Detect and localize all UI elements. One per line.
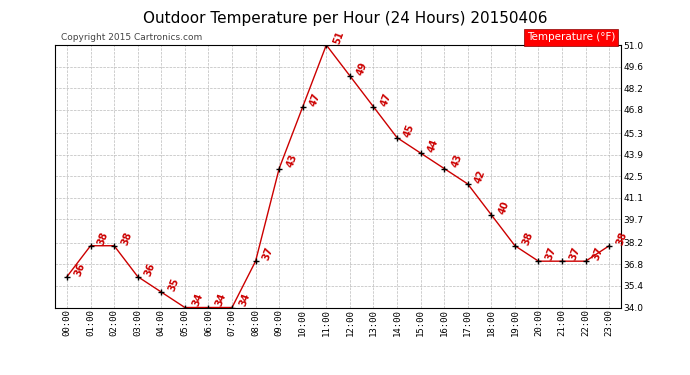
Text: 36: 36 bbox=[144, 261, 157, 277]
Text: 51: 51 bbox=[332, 30, 346, 46]
Text: 36: 36 bbox=[72, 261, 86, 277]
Text: 49: 49 bbox=[355, 60, 369, 76]
Text: 38: 38 bbox=[615, 230, 629, 246]
Text: 37: 37 bbox=[261, 246, 275, 262]
Text: 34: 34 bbox=[237, 292, 252, 308]
Text: Temperature (°F): Temperature (°F) bbox=[527, 32, 615, 42]
Text: 38: 38 bbox=[520, 230, 535, 246]
Text: 40: 40 bbox=[497, 200, 511, 216]
Text: 37: 37 bbox=[591, 246, 605, 262]
Text: 34: 34 bbox=[214, 292, 228, 308]
Text: 38: 38 bbox=[119, 230, 134, 246]
Text: 47: 47 bbox=[379, 91, 393, 107]
Text: 43: 43 bbox=[285, 153, 299, 169]
Text: 47: 47 bbox=[308, 91, 322, 107]
Text: 43: 43 bbox=[450, 153, 464, 169]
Text: 38: 38 bbox=[96, 230, 110, 246]
Text: 42: 42 bbox=[473, 168, 487, 184]
Text: 35: 35 bbox=[167, 277, 181, 292]
Text: 34: 34 bbox=[190, 292, 204, 308]
Text: 37: 37 bbox=[568, 246, 582, 262]
Text: Outdoor Temperature per Hour (24 Hours) 20150406: Outdoor Temperature per Hour (24 Hours) … bbox=[143, 11, 547, 26]
Text: 44: 44 bbox=[426, 138, 440, 154]
Text: Copyright 2015 Cartronics.com: Copyright 2015 Cartronics.com bbox=[61, 33, 202, 42]
Text: 45: 45 bbox=[402, 122, 417, 138]
Text: 37: 37 bbox=[544, 246, 558, 262]
